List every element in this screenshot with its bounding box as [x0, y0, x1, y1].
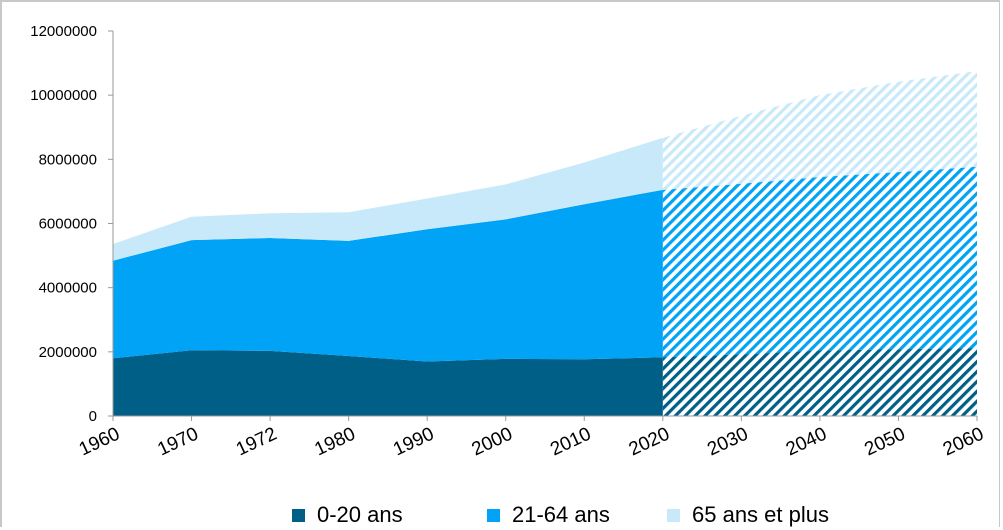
y-tick-label: 8000000	[39, 151, 97, 168]
area-0-20-ans-historical	[113, 350, 663, 416]
y-tick-label: 12000000	[30, 23, 97, 40]
x-tick-label: 1970	[154, 423, 201, 460]
x-tick-label: 2000	[469, 423, 516, 460]
x-tick-label: 2010	[547, 423, 594, 460]
x-tick-label: 1960	[76, 423, 123, 460]
legend-swatch-21-64	[487, 508, 500, 522]
legend-swatch-0-20	[292, 508, 305, 522]
x-tick-label: 1980	[312, 423, 359, 460]
y-tick-label: 6000000	[39, 216, 97, 233]
x-tick-label: 2030	[704, 423, 751, 460]
area-21-64-ans-projection	[662, 166, 977, 358]
legend-label-0-20: 0-20 ans	[317, 502, 403, 527]
x-tick-label: 2020	[626, 423, 673, 460]
area-65-ans-et-plus-historical	[113, 137, 663, 261]
area-21-64-ans-historical	[113, 189, 663, 362]
legend-item-21-64: 21-64 ans	[487, 502, 610, 528]
legend-label-65-plus: 65 ans et plus	[692, 502, 829, 527]
stacked-area-chart: 0 2000000 4000000 6000000 8000000 10000000 120…	[30, 23, 987, 460]
y-tick-label: 4000000	[39, 280, 97, 297]
x-tick-label: 2050	[861, 423, 908, 460]
y-tick-label: 0	[89, 408, 97, 425]
legend-item-65-plus: 65 ans et plus	[667, 502, 829, 528]
area-65-ans-et-plus-projection	[662, 71, 977, 190]
legend-swatch-65-plus	[667, 508, 680, 522]
x-tick-label: 2060	[940, 423, 987, 460]
x-tick-label: 1972	[233, 423, 280, 460]
legend: 0-20 ans 21-64 ans 65 ans et plus	[0, 502, 1003, 530]
legend-label-21-64: 21-64 ans	[512, 502, 610, 527]
legend-item-0-20: 0-20 ans	[292, 502, 403, 528]
x-tick-label: 2040	[783, 423, 830, 460]
x-tick-label: 1990	[390, 423, 437, 460]
area-0-20-ans-projection	[662, 347, 977, 416]
y-tick-label: 2000000	[39, 344, 97, 361]
y-tick-label: 10000000	[30, 87, 97, 104]
